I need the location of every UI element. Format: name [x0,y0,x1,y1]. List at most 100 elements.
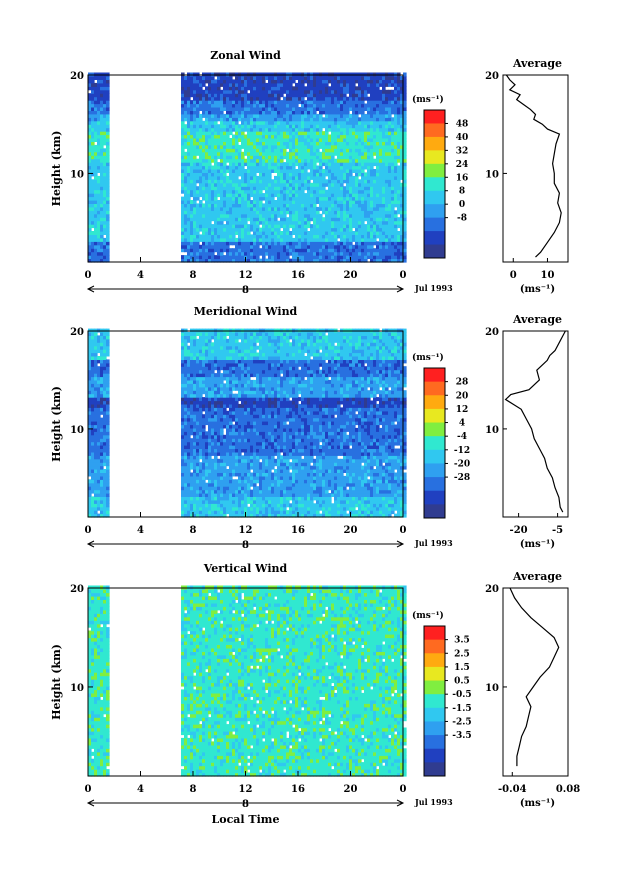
inset-x-tick-label: 10 [541,270,555,281]
heatmap-cell [241,169,245,173]
heatmap-cell [190,113,194,118]
heatmap-cell [100,113,104,118]
heatmap-cell [91,200,95,204]
heatmap-cell [88,206,92,211]
heatmap-cell [88,144,92,149]
heatmap-cell [205,189,209,194]
heatmap-cell [226,155,230,160]
heatmap-cell [100,210,104,215]
heatmap-cell [181,100,185,105]
heatmap-cell [217,131,221,136]
heatmap-cell [223,162,227,167]
heatmap-cell [190,186,194,191]
colorbar-level: 24 [456,160,469,170]
heatmap-cell [253,203,257,208]
heatmap-cell [106,393,110,398]
heatmap-cell [241,193,245,198]
heatmap-cell [100,107,104,111]
heatmap-cell [235,113,239,118]
heatmap-cell [226,120,230,125]
heatmap-cell [229,138,233,142]
heatmap-cell [226,182,230,187]
heatmap-cell [247,217,251,222]
heatmap-cell [223,196,227,201]
heatmap-cell [214,210,218,215]
heatmap-cell [250,248,254,253]
heatmap-cell [265,172,269,177]
heatmap-cell [403,120,407,125]
heatmap-cell [238,220,242,225]
heatmap-cell [208,179,212,184]
heatmap-cell [241,200,245,204]
heatmap-cell [94,162,98,167]
heatmap-cell [202,158,206,163]
heatmap-cell [403,196,407,201]
heatmap-cell [217,179,221,184]
heatmap-cell [187,220,191,225]
heatmap-cell [88,244,92,249]
heatmap-cell [187,434,191,439]
heatmap-cell [247,86,251,91]
heatmap-cell [184,217,188,222]
heatmap-cell [301,189,305,194]
heatmap-cell [217,231,221,235]
heatmap-cell [103,175,107,180]
heatmap-cell [259,113,263,118]
heatmap-cell [235,258,239,263]
heatmap-cell [244,113,248,118]
heatmap-cell [88,227,92,232]
heatmap-cell [244,100,248,105]
heatmap-cell [259,231,263,235]
heatmap-cell [268,124,272,129]
heatmap-cell [106,165,110,170]
heatmap-cell [226,224,230,229]
heatmap-cell [106,100,110,105]
heatmap-cell [235,96,239,101]
heatmap-cell [217,227,221,232]
heatmap-cell [181,113,185,118]
heatmap-cell [100,206,104,211]
heatmap-cell [190,220,194,225]
heatmap-cell [232,231,236,235]
colorbar-swatch [424,204,445,219]
heatmap-cell [232,110,236,115]
heatmap-cell [214,244,218,249]
heatmap-cell [223,131,227,136]
heatmap-cell [217,186,221,191]
heatmap-cell [271,82,275,87]
heatmap-cell [265,175,269,180]
heatmap-cell [256,113,260,118]
heatmap-cell [271,237,275,242]
heatmap-cell [91,196,95,201]
heatmap-cell [184,79,188,84]
heatmap-cell [271,144,275,149]
heatmap-cell [184,89,188,94]
heatmap-cell [97,120,101,125]
heatmap-cell [208,200,212,204]
heatmap-cell [244,110,248,115]
heatmap-cell [208,175,212,180]
heatmap-cell [268,196,272,201]
heatmap-cell [181,103,185,108]
heatmap-cell [205,258,209,263]
heatmap-cell [208,220,212,225]
heatmap-cell [205,127,209,132]
heatmap-cell [199,93,203,98]
heatmap-cell [214,151,218,156]
heatmap-cell [208,196,212,201]
heatmap-cell [256,255,260,260]
heatmap-cell [259,138,263,142]
heatmap-cell [100,172,104,177]
heatmap-cell [259,96,263,101]
heatmap-cell [253,231,257,235]
heatmap-cell [247,110,251,115]
heatmap-cell [91,148,95,153]
heatmap-cell [91,217,95,222]
heatmap-cell [181,151,185,156]
heatmap-cell [94,193,98,198]
heatmap-cell [223,169,227,173]
heatmap-cell [190,175,194,180]
heatmap-cell [253,134,257,139]
heatmap-cell [271,148,275,153]
heatmap-cell [265,100,269,105]
